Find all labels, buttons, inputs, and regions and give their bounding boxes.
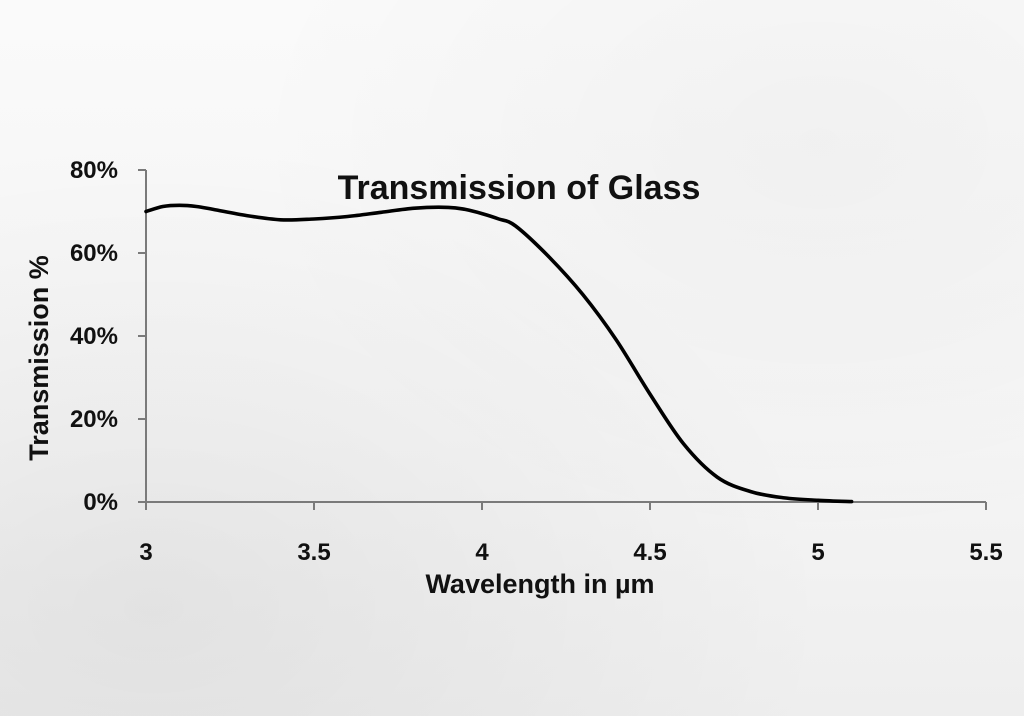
x-axis-label: Wavelength in µm (425, 569, 654, 599)
tick-labels: 0% 20% 40% 60% 80% 3 3.5 4 4.5 5 5.5 (70, 157, 1003, 566)
x-tick-label: 4.5 (633, 539, 666, 566)
x-tick-label: 3.5 (297, 539, 330, 566)
chart-title: Transmission of Glass (338, 169, 701, 207)
y-axis-label: Transmission % (24, 255, 54, 461)
y-tick-label: 80% (70, 157, 118, 184)
y-tick-label: 20% (70, 406, 118, 433)
axes (138, 169, 987, 510)
x-tick-label: 4 (475, 539, 489, 566)
y-tick-label: 60% (70, 240, 118, 267)
series-layer (144, 203, 854, 504)
x-tick-label: 5.5 (969, 539, 1002, 566)
y-tick-label: 40% (70, 323, 118, 350)
x-tick-label: 5 (811, 539, 824, 566)
y-tick-label: 0% (83, 489, 118, 516)
series-line (144, 203, 854, 504)
x-tick-label: 3 (139, 539, 152, 566)
